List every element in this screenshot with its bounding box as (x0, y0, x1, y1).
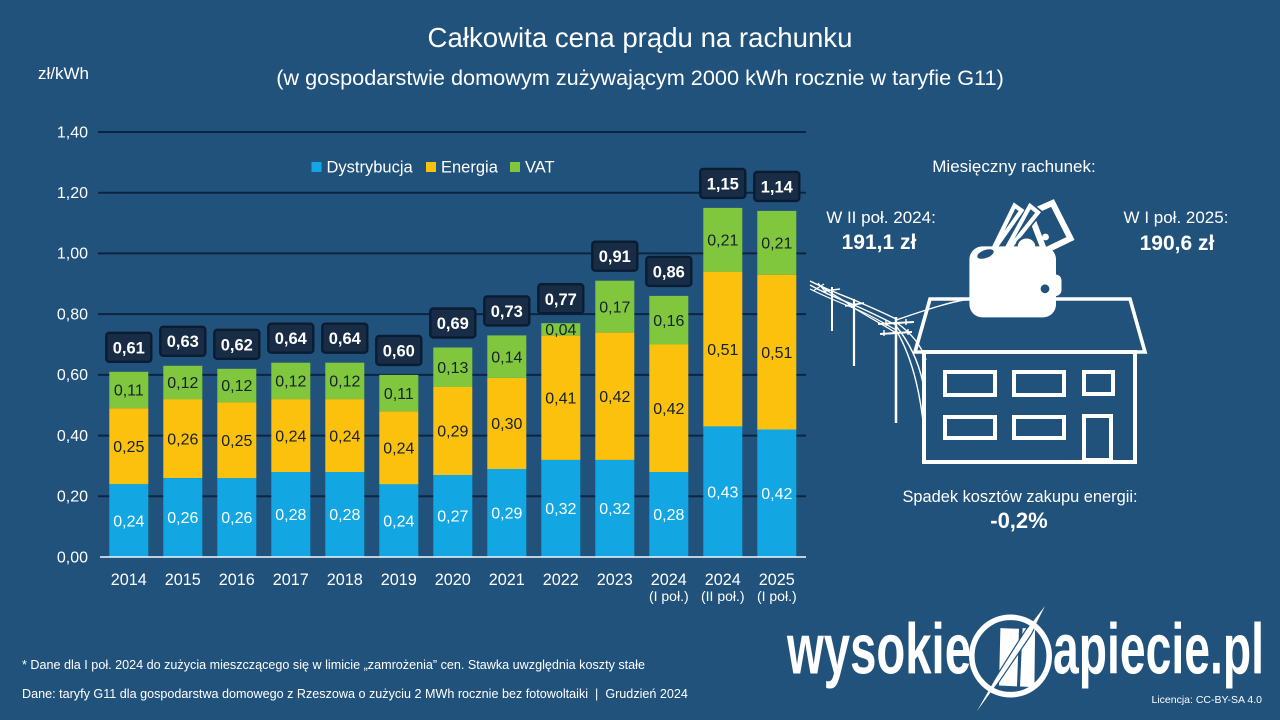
svg-text:0,28: 0,28 (329, 507, 360, 524)
svg-text:0,12: 0,12 (221, 378, 252, 395)
svg-text:0,13: 0,13 (437, 360, 468, 377)
svg-text:0,24: 0,24 (383, 513, 414, 530)
svg-text:2014: 2014 (111, 571, 147, 589)
svg-text:0,86: 0,86 (653, 263, 685, 281)
svg-text:1,14: 1,14 (761, 178, 794, 196)
svg-text:0,25: 0,25 (113, 439, 144, 456)
svg-text:0,63: 0,63 (167, 333, 199, 351)
svg-text:0,32: 0,32 (545, 501, 576, 518)
svg-text:0,26: 0,26 (221, 510, 252, 527)
svg-text:0,24: 0,24 (275, 428, 306, 445)
svg-text:0,29: 0,29 (491, 506, 522, 523)
svg-text:0,40: 0,40 (57, 428, 88, 445)
svg-text:0,12: 0,12 (167, 375, 198, 392)
svg-text:2021: 2021 (489, 571, 525, 589)
svg-text:0,11: 0,11 (114, 383, 144, 400)
svg-text:W I poł. 2025:: W I poł. 2025: (1124, 208, 1229, 227)
svg-text:(II poł.): (II poł.) (701, 588, 745, 604)
svg-text:0,27: 0,27 (437, 509, 468, 526)
svg-text:190,6 zł: 190,6 zł (1140, 232, 1215, 255)
svg-text:0,60: 0,60 (383, 342, 415, 360)
svg-text:2017: 2017 (273, 571, 309, 589)
svg-text:0,25: 0,25 (221, 433, 252, 450)
svg-text:0,11: 0,11 (384, 386, 414, 403)
svg-text:0,21: 0,21 (707, 233, 738, 250)
svg-text:0,04: 0,04 (545, 322, 576, 339)
svg-text:0,69: 0,69 (437, 315, 469, 333)
svg-text:0,00: 0,00 (57, 549, 88, 566)
svg-text:0,42: 0,42 (761, 486, 792, 503)
svg-text:0,91: 0,91 (599, 248, 631, 266)
svg-text:0,30: 0,30 (491, 416, 522, 433)
svg-text:2024: 2024 (705, 571, 741, 589)
svg-text:2020: 2020 (435, 571, 471, 589)
svg-text:Całkowita cena prądu na rachun: Całkowita cena prądu na rachunku (428, 22, 853, 53)
svg-text:0,16: 0,16 (653, 313, 684, 330)
svg-text:-0,2%: -0,2% (990, 508, 1047, 533)
svg-text:0,64: 0,64 (329, 330, 362, 348)
svg-text:zł/kWh: zł/kWh (38, 64, 89, 83)
svg-text:apiecie.pl: apiecie.pl (1053, 611, 1264, 690)
svg-text:Miesięczny rachunek:: Miesięczny rachunek: (932, 157, 1095, 176)
svg-text:0,26: 0,26 (167, 431, 198, 448)
svg-text:0,24: 0,24 (329, 428, 360, 445)
svg-text:191,1 zł: 191,1 zł (842, 231, 917, 254)
svg-text:0,26: 0,26 (167, 510, 198, 527)
svg-text:0,24: 0,24 (113, 513, 144, 530)
svg-text:0,80: 0,80 (57, 306, 88, 323)
svg-text:2016: 2016 (219, 571, 255, 589)
svg-text:Spadek kosztów zakupu energii:: Spadek kosztów zakupu energii: (902, 488, 1137, 506)
svg-text:(I poł.): (I poł.) (757, 588, 797, 604)
svg-text:0,51: 0,51 (761, 345, 792, 362)
svg-text:0,21: 0,21 (761, 236, 792, 253)
svg-text:0,28: 0,28 (653, 507, 684, 524)
svg-text:0,51: 0,51 (707, 342, 738, 359)
svg-text:0,32: 0,32 (599, 501, 630, 518)
svg-text:2015: 2015 (165, 571, 201, 589)
svg-text:0,20: 0,20 (57, 489, 88, 506)
svg-text:1,40: 1,40 (57, 124, 88, 141)
svg-text:0,61: 0,61 (113, 339, 145, 357)
svg-text:W II poł. 2024:: W II poł. 2024: (826, 208, 936, 227)
svg-text:2022: 2022 (543, 571, 579, 589)
svg-text:2023: 2023 (597, 571, 633, 589)
svg-text:0,42: 0,42 (653, 401, 684, 418)
svg-text:0,60: 0,60 (57, 367, 88, 384)
svg-text:1,15: 1,15 (707, 175, 739, 193)
svg-text:0,73: 0,73 (491, 303, 523, 321)
svg-text:0,12: 0,12 (275, 374, 306, 391)
svg-text:2025: 2025 (759, 571, 795, 589)
svg-text:wysokie: wysokie (786, 611, 971, 690)
svg-text:0,43: 0,43 (707, 484, 738, 501)
svg-text:0,17: 0,17 (599, 299, 630, 316)
svg-text:0,29: 0,29 (437, 424, 468, 441)
svg-text:2024: 2024 (651, 571, 687, 589)
svg-text:0,64: 0,64 (275, 330, 308, 348)
svg-text:2018: 2018 (327, 571, 363, 589)
svg-text:Dane: taryfy G11 dla gospodars: Dane: taryfy G11 dla gospodarstwa domowe… (22, 687, 688, 701)
svg-text:0,28: 0,28 (275, 507, 306, 524)
svg-text:Energia: Energia (441, 159, 499, 177)
svg-text:0,14: 0,14 (491, 349, 522, 366)
svg-text:VAT: VAT (525, 159, 555, 177)
svg-text:0,12: 0,12 (329, 374, 360, 391)
svg-text:(w gospodarstwie domowym zużyw: (w gospodarstwie domowym zużywającym 200… (276, 65, 1004, 90)
svg-text:1,00: 1,00 (57, 246, 88, 263)
svg-text:0,24: 0,24 (383, 440, 414, 457)
svg-text:* Dane dla I poł. 2024 do zuży: * Dane dla I poł. 2024 do zużycia mieszc… (22, 658, 645, 672)
svg-text:2019: 2019 (381, 571, 417, 589)
svg-text:Dystrybucja: Dystrybucja (327, 159, 414, 177)
svg-text:0,62: 0,62 (221, 336, 253, 354)
svg-text:0,42: 0,42 (599, 389, 630, 406)
svg-text:(I poł.): (I poł.) (649, 588, 689, 604)
svg-text:1,20: 1,20 (57, 185, 88, 202)
svg-text:0,77: 0,77 (545, 291, 577, 309)
svg-text:0,41: 0,41 (545, 390, 576, 407)
svg-text:Licencja: CC-BY-SA 4.0: Licencja: CC-BY-SA 4.0 (1151, 694, 1262, 706)
